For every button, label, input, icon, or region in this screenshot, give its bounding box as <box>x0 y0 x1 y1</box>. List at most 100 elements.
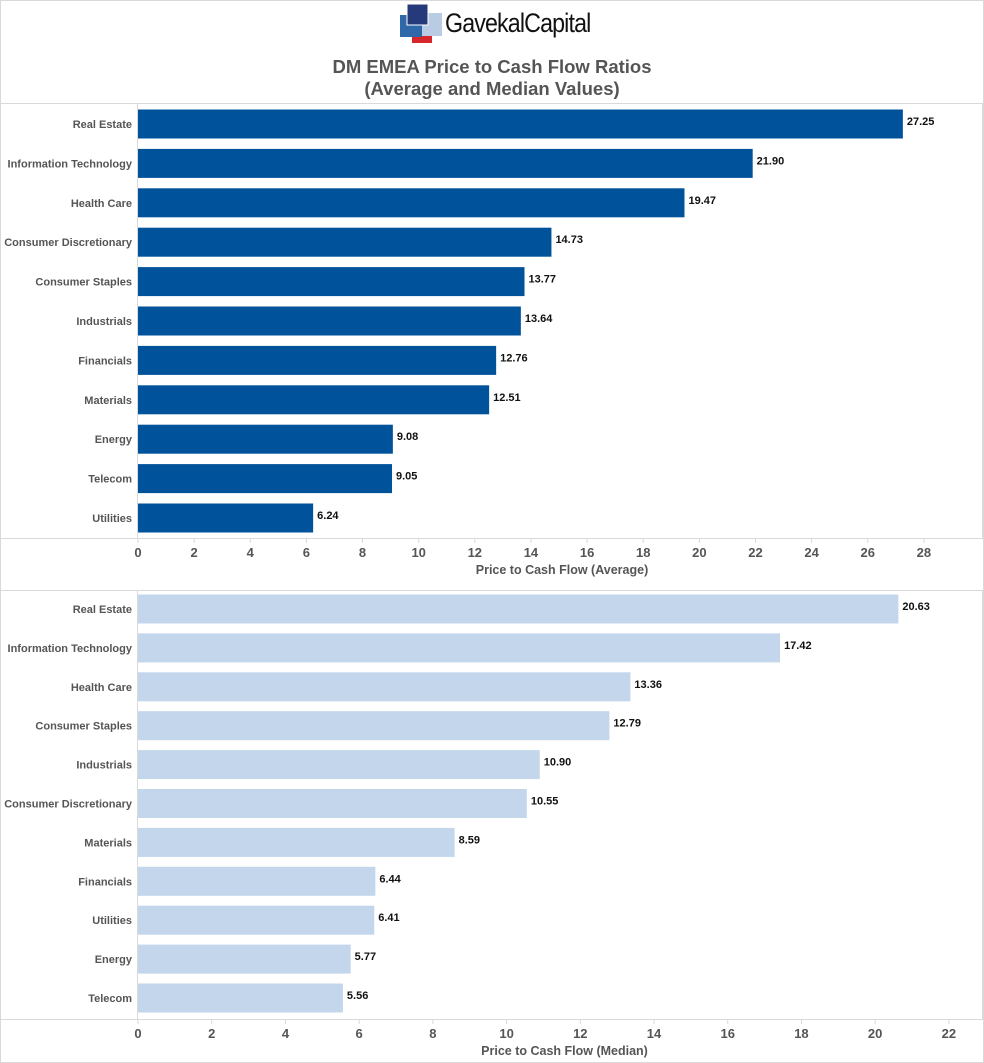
bar <box>138 633 781 663</box>
category-label: Energy <box>95 434 133 446</box>
category-label: Information Technology <box>8 158 133 170</box>
x-tick-label: 6 <box>303 545 310 560</box>
x-tick-label: 22 <box>942 1026 956 1041</box>
median-bar-chart: Real Estate 20.63 Information Technology 17… <box>0 590 984 1058</box>
bar <box>138 750 540 780</box>
value-label: 5.56 <box>347 990 368 1002</box>
logo-text: GavekalCapital <box>445 8 591 38</box>
chart-subtitle: (Average and Median Values) <box>364 78 620 99</box>
x-axis-title: Price to Cash Flow (Average) <box>476 563 649 577</box>
value-label: 27.25 <box>907 116 935 128</box>
bar <box>138 109 903 139</box>
x-tick-label: 2 <box>208 1026 215 1041</box>
value-label: 14.73 <box>555 234 583 246</box>
category-label: Industrials <box>76 316 132 328</box>
bar <box>138 227 552 257</box>
category-label: Consumer Staples <box>35 721 132 733</box>
category-label: Energy <box>95 954 133 966</box>
value-label: 20.63 <box>902 601 930 613</box>
category-label: Consumer Discretionary <box>4 799 133 811</box>
value-label: 6.41 <box>378 912 399 924</box>
bar <box>138 148 753 178</box>
bar <box>138 866 376 896</box>
x-tick-label: 14 <box>524 545 539 560</box>
category-label: Utilities <box>92 513 132 525</box>
x-tick-label: 16 <box>721 1026 735 1041</box>
value-label: 10.90 <box>544 757 572 769</box>
x-tick-label: 20 <box>692 545 706 560</box>
value-label: 17.42 <box>784 640 812 652</box>
value-label: 6.44 <box>379 873 401 885</box>
x-tick-label: 24 <box>804 545 819 560</box>
bar <box>138 905 375 935</box>
x-tick-label: 18 <box>794 1026 808 1041</box>
x-tick-label: 6 <box>356 1026 363 1041</box>
bar <box>138 594 899 624</box>
bar <box>138 503 314 533</box>
x-tick-label: 2 <box>191 545 198 560</box>
value-label: 5.77 <box>355 951 376 963</box>
value-label: 19.47 <box>688 195 716 207</box>
category-label: Industrials <box>76 760 132 772</box>
category-label: Telecom <box>88 993 132 1005</box>
bar <box>138 711 610 741</box>
x-tick-label: 22 <box>748 545 762 560</box>
bar <box>138 944 351 974</box>
category-label: Telecom <box>88 474 132 486</box>
x-tick-label: 0 <box>134 545 141 560</box>
category-label: Materials <box>84 837 132 849</box>
bar <box>138 464 393 494</box>
bar <box>138 345 497 375</box>
value-label: 12.76 <box>500 352 528 364</box>
x-tick-label: 26 <box>861 545 875 560</box>
x-tick-label: 0 <box>134 1026 141 1041</box>
logo-mark-icon <box>400 3 442 43</box>
bar <box>138 306 521 336</box>
value-label: 13.77 <box>528 274 556 286</box>
value-label: 21.90 <box>757 155 785 167</box>
x-tick-label: 18 <box>636 545 650 560</box>
x-tick-label: 4 <box>247 545 255 560</box>
category-label: Real Estate <box>73 119 132 131</box>
bar <box>138 267 525 297</box>
value-label: 13.64 <box>525 313 553 325</box>
category-label: Utilities <box>92 915 132 927</box>
category-label: Materials <box>84 395 132 407</box>
x-tick-label: 20 <box>868 1026 882 1041</box>
gavekal-logo: GavekalCapital <box>398 2 598 46</box>
x-tick-label: 14 <box>647 1026 662 1041</box>
bar <box>138 188 685 218</box>
bar <box>138 385 490 415</box>
x-tick-label: 4 <box>282 1026 290 1041</box>
category-label: Consumer Discretionary <box>4 237 133 249</box>
category-label: Health Care <box>71 198 132 210</box>
bar <box>138 983 343 1013</box>
category-label: Health Care <box>71 682 132 694</box>
x-axis-title: Price to Cash Flow (Median) <box>481 1044 648 1058</box>
x-tick-label: 8 <box>429 1026 436 1041</box>
category-label: Real Estate <box>73 604 132 616</box>
bar <box>138 827 455 857</box>
x-tick-label: 16 <box>580 545 594 560</box>
category-label: Financials <box>78 876 132 888</box>
category-label: Consumer Staples <box>35 277 132 289</box>
value-label: 9.05 <box>396 471 417 483</box>
x-tick-label: 10 <box>411 545 425 560</box>
x-tick-label: 8 <box>359 545 366 560</box>
chart-title: DM EMEA Price to Cash Flow Ratios <box>332 56 652 77</box>
bar <box>138 789 527 818</box>
x-tick-label: 10 <box>499 1026 513 1041</box>
value-label: 9.08 <box>397 431 418 443</box>
value-label: 8.59 <box>459 834 480 846</box>
value-label: 10.55 <box>531 796 559 808</box>
value-label: 12.79 <box>613 718 641 730</box>
bar <box>138 424 393 454</box>
x-tick-label: 28 <box>917 545 931 560</box>
category-label: Information Technology <box>8 643 133 655</box>
x-tick-label: 12 <box>468 545 482 560</box>
value-label: 12.51 <box>493 392 521 404</box>
value-label: 13.36 <box>634 679 662 691</box>
value-label: 6.24 <box>317 510 339 522</box>
x-tick-label: 12 <box>573 1026 587 1041</box>
